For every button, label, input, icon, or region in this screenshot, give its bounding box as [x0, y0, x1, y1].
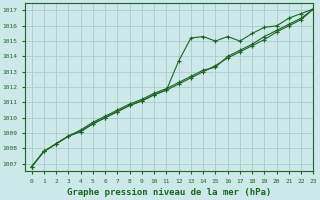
- X-axis label: Graphe pression niveau de la mer (hPa): Graphe pression niveau de la mer (hPa): [67, 188, 272, 197]
